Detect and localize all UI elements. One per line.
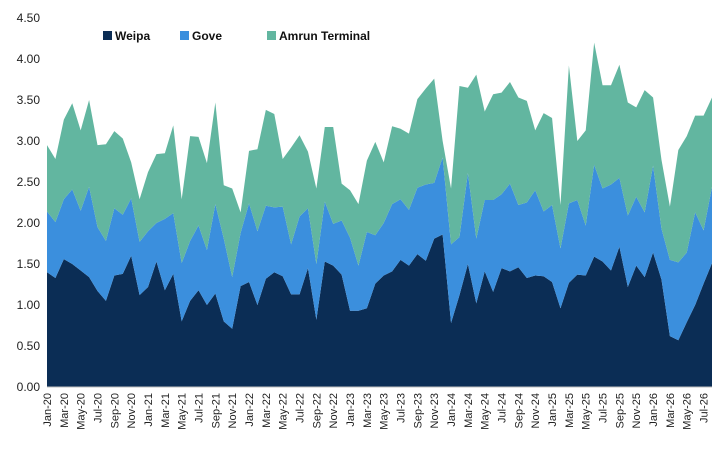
- x-tick-label: Mar-23: [362, 393, 374, 428]
- x-tick-label: May-26: [682, 393, 694, 430]
- area-amrun-terminal: [47, 42, 712, 278]
- legend-label-amrun-terminal: Amrun Terminal: [279, 29, 370, 43]
- x-tick-label: Jan-24: [446, 393, 458, 427]
- y-tick-label: 2.00: [17, 216, 41, 230]
- x-tick-label: Sep-21: [210, 393, 222, 428]
- x-tick-label: Sep-22: [311, 393, 323, 428]
- legend-swatch-weipa: [103, 31, 112, 40]
- x-tick-label: Jan-26: [648, 393, 660, 427]
- y-tick-label: 0.00: [17, 380, 41, 394]
- y-tick-label: 1.00: [17, 298, 41, 312]
- x-tick-label: Sep-24: [513, 393, 525, 428]
- y-tick-label: 0.50: [17, 339, 41, 353]
- y-tick-label: 4.50: [17, 11, 41, 25]
- x-tick-label: Jul-25: [598, 393, 610, 423]
- legend: Weipa Gove Amrun Terminal: [103, 29, 370, 43]
- area-gove: [47, 157, 712, 341]
- x-tick-label: Nov-20: [126, 393, 138, 428]
- legend-swatch-gove: [180, 31, 189, 40]
- x-tick-label: Jul-20: [93, 393, 105, 423]
- legend-label-gove: Gove: [192, 29, 222, 43]
- x-tick-label: Jan-20: [42, 393, 54, 427]
- y-tick-label: 4.00: [17, 52, 41, 66]
- y-tick-label: 1.50: [17, 257, 41, 271]
- x-tick-label: Jul-24: [497, 393, 509, 423]
- x-tick-label: May-23: [379, 393, 391, 430]
- x-tick-label: Mar-26: [665, 393, 677, 428]
- x-tick-label: May-20: [76, 393, 88, 430]
- x-axis-ticks: Jan-20 Mar-20 May-20 Jul-20 Sep-20 Nov-20 Jan-…: [42, 393, 711, 430]
- y-axis-ticks: 0.00 0.50 1.00 1.50 2.00 2.50 3.00 3.50 4.00 4.50: [17, 11, 41, 394]
- x-tick-label: Nov-22: [328, 393, 340, 428]
- x-tick-label: Jan-21: [143, 393, 155, 427]
- x-tick-label: Mar-21: [160, 393, 172, 428]
- x-tick-label: May-22: [278, 393, 290, 430]
- x-tick-label: Jul-22: [295, 393, 307, 423]
- x-tick-label: Nov-21: [227, 393, 239, 428]
- y-tick-label: 3.50: [17, 93, 41, 107]
- x-tick-label: Nov-25: [631, 393, 643, 428]
- x-tick-label: Sep-25: [614, 393, 626, 428]
- area-weipa: [47, 234, 712, 387]
- x-tick-label: May-25: [581, 393, 593, 430]
- x-tick-label: Jan-23: [345, 393, 357, 427]
- x-tick-label: Mar-24: [463, 393, 475, 428]
- y-tick-label: 2.50: [17, 175, 41, 189]
- x-tick-label: Jul-23: [396, 393, 408, 423]
- x-tick-label: Nov-23: [429, 393, 441, 428]
- x-tick-label: Mar-22: [261, 393, 273, 428]
- x-tick-label: Jan-25: [547, 393, 559, 427]
- x-tick-label: Nov-24: [530, 393, 542, 428]
- x-tick-label: Sep-20: [109, 393, 121, 428]
- x-tick-label: May-24: [480, 393, 492, 430]
- x-tick-label: Jul-21: [194, 393, 206, 423]
- x-tick-label: Mar-25: [564, 393, 576, 428]
- y-tick-label: 3.00: [17, 134, 41, 148]
- legend-label-weipa: Weipa: [115, 29, 150, 43]
- area-layers: [47, 42, 712, 387]
- x-tick-label: May-21: [177, 393, 189, 430]
- x-tick-label: Mar-20: [59, 393, 71, 428]
- x-tick-label: Jul-26: [699, 393, 711, 423]
- x-tick-label: Sep-23: [412, 393, 424, 428]
- legend-swatch-amrun-terminal: [267, 31, 276, 40]
- x-tick-label: Jan-22: [244, 393, 256, 427]
